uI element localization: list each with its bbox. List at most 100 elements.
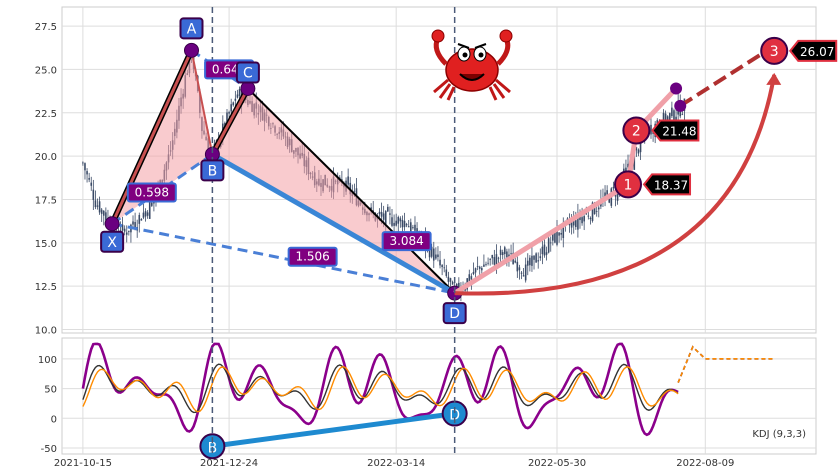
candle-body	[593, 205, 596, 215]
point-label-box	[235, 61, 260, 84]
candle-body	[491, 255, 494, 259]
candle-body	[128, 230, 130, 232]
point-label-box	[100, 230, 125, 253]
candle-body	[481, 268, 483, 271]
x-tick-label: 2022-08-09	[676, 458, 734, 469]
candle-body	[140, 218, 143, 221]
candle-body	[639, 135, 642, 153]
candle-body	[125, 232, 128, 235]
candle-body	[148, 202, 151, 219]
targets: 1 18.37 2 21.48 3 26.07	[453, 36, 838, 296]
candle-body	[549, 242, 552, 244]
candle-body	[470, 276, 473, 280]
candle-body	[595, 211, 598, 212]
target-value: 21.48	[662, 124, 696, 138]
candle-body	[437, 254, 439, 258]
candle-body	[92, 189, 95, 200]
candle-body	[105, 212, 107, 221]
candle-body	[668, 113, 671, 120]
candle-body	[483, 264, 485, 267]
candle-body	[353, 190, 356, 192]
projection-path	[453, 86, 678, 296]
divergence-marker	[199, 433, 226, 460]
price-y-tick-label: 10.0	[35, 326, 57, 337]
candle-body	[441, 265, 443, 268]
candle-body	[435, 254, 437, 259]
candle-body	[664, 113, 667, 124]
candle-body	[650, 124, 652, 135]
x-tick-label: 2022-05-30	[528, 458, 586, 469]
candle-body	[589, 217, 592, 220]
osc-y-tick-label: 100	[38, 355, 57, 366]
pattern-point-marker	[240, 81, 256, 96]
candle-body	[612, 186, 615, 189]
candle-body	[96, 205, 99, 207]
point-label-box	[179, 17, 204, 40]
candle-body	[445, 269, 448, 276]
candle-body	[84, 163, 86, 171]
candle-body	[633, 152, 636, 170]
candle-body	[399, 218, 402, 222]
extra-point-marker	[670, 82, 683, 95]
candle-body	[562, 222, 565, 239]
target-number: 3	[770, 44, 779, 60]
leg-ab	[190, 50, 214, 155]
candle-body	[121, 224, 124, 231]
candle-body	[455, 283, 458, 287]
candle-body	[228, 111, 230, 114]
candle-body	[451, 281, 454, 285]
candle-body	[144, 211, 147, 217]
candle-body	[597, 207, 600, 210]
price-y-tick-label: 25.0	[35, 65, 57, 76]
candle-body	[407, 226, 410, 228]
candle-body	[230, 104, 232, 112]
candle-body	[635, 147, 638, 151]
candle-body	[520, 272, 523, 274]
candle-body	[412, 227, 414, 229]
candle-body	[575, 220, 577, 228]
target-value-box	[642, 173, 692, 196]
candle-body	[493, 257, 496, 265]
candle-body	[552, 233, 554, 241]
target-value: 26.07	[800, 45, 834, 59]
crab-mascot-icon	[431, 29, 513, 101]
target-value: 18.37	[654, 178, 688, 192]
candle-body	[236, 94, 239, 98]
candle-body	[671, 107, 673, 117]
candle-body	[681, 113, 684, 115]
candle-body	[529, 257, 531, 266]
candle-body	[531, 255, 533, 266]
candle-body	[499, 249, 502, 255]
candle-body	[522, 275, 525, 277]
candle-body	[347, 176, 349, 185]
candle-body	[673, 110, 675, 121]
candle-body	[539, 256, 542, 259]
candle-body	[88, 178, 90, 180]
candle-body	[478, 266, 481, 269]
target-marker	[614, 170, 643, 199]
x-tick-label: 2022-03-14	[367, 458, 425, 469]
ratio-label: 3.084	[389, 234, 423, 248]
candle-body	[391, 217, 393, 226]
candle-body	[637, 149, 640, 154]
candle-body	[554, 232, 556, 243]
ratio-label: 1.506	[295, 250, 329, 264]
target-number: 1	[624, 177, 633, 193]
candle-body	[146, 212, 149, 216]
candle-body	[238, 89, 241, 96]
candle-body	[508, 254, 510, 258]
leg-xa	[110, 49, 193, 225]
osc-y-tick-label: -50	[41, 444, 57, 455]
candle-body	[585, 212, 588, 215]
divergence-line	[212, 411, 455, 449]
candle-body	[134, 222, 136, 228]
candle-body	[380, 212, 383, 217]
candle-body	[587, 215, 590, 217]
candle-body	[382, 213, 385, 220]
candle-body	[537, 260, 540, 262]
price-y-tick-label: 27.5	[35, 22, 57, 33]
candle-body	[541, 246, 544, 255]
candle-body	[516, 261, 519, 272]
point-label: B	[208, 163, 218, 179]
target-marker	[622, 116, 651, 145]
